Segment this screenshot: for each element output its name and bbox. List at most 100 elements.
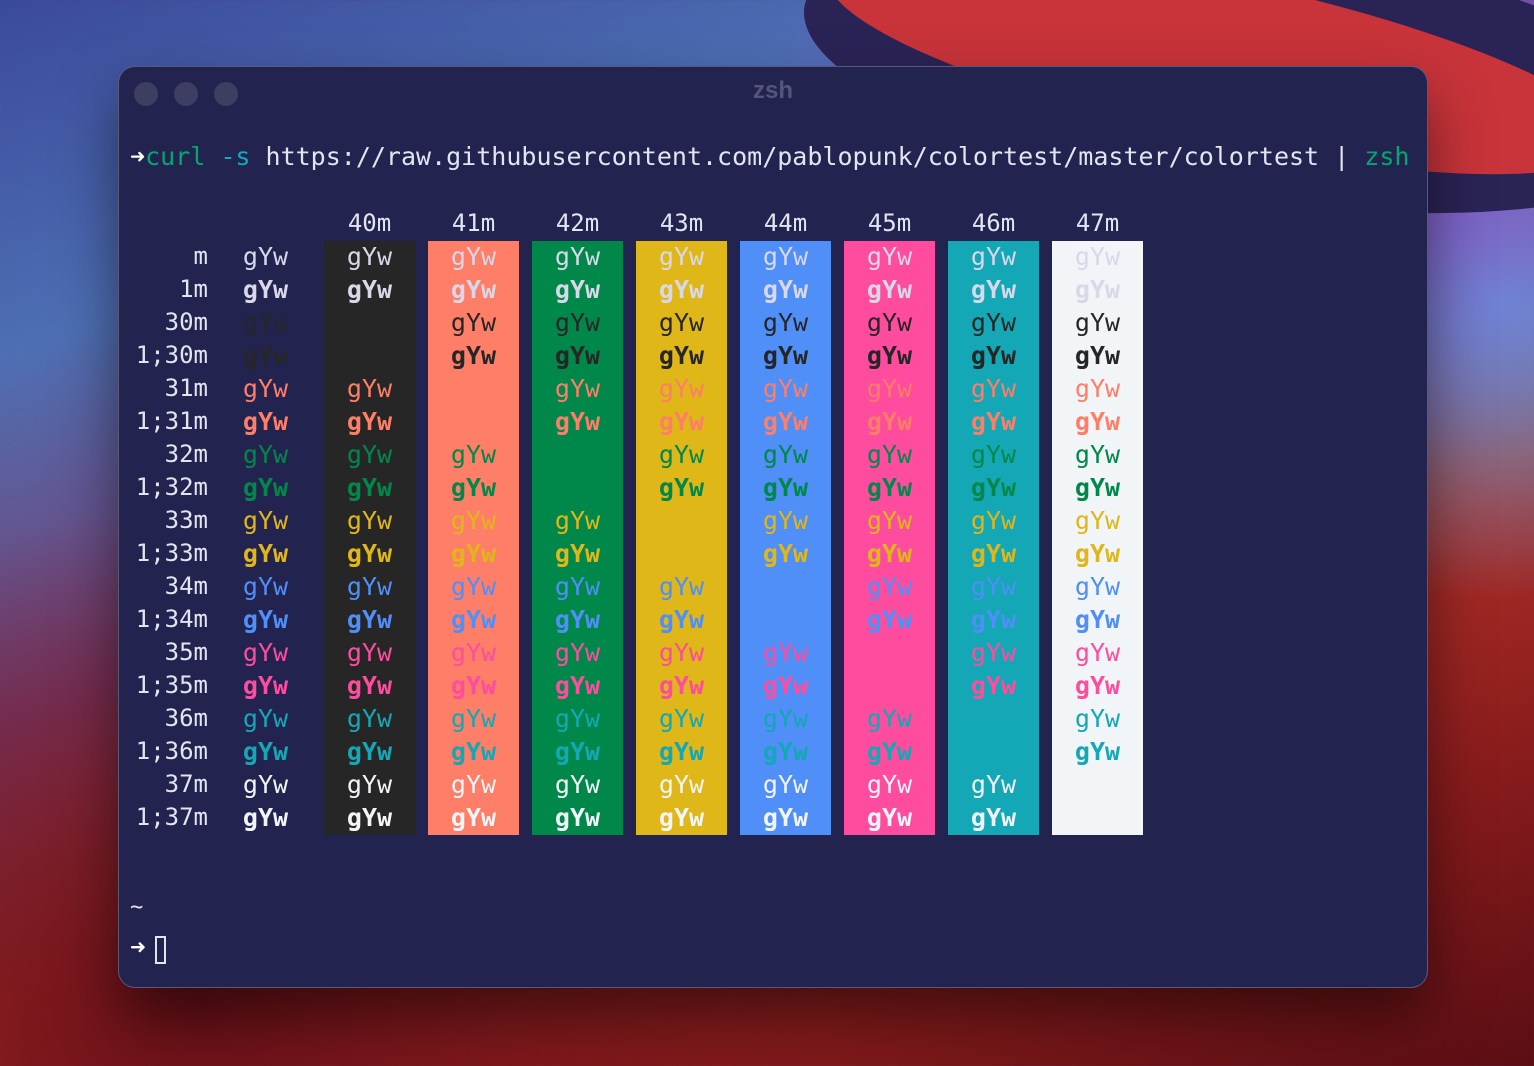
sample-text: gYw (346, 506, 393, 535)
sample-text: gYw (970, 572, 1017, 601)
sample-text: gYw (762, 308, 809, 337)
sample-text: gYw (346, 374, 393, 403)
sample-text: gYw (450, 374, 497, 403)
sample-text: gYw (762, 440, 809, 469)
sample-text: gYw (970, 275, 1017, 304)
sample-text: gYw (762, 275, 809, 304)
sample-text: gYw (450, 770, 497, 799)
sample-text: gYw (866, 473, 913, 502)
sample-text: gYw (970, 308, 1017, 337)
sample-text: gYw (1074, 440, 1121, 469)
sample-text: gYw (970, 605, 1017, 634)
terminal-window[interactable]: zsh ➜curl -s https://raw.githubuserconte… (119, 67, 1427, 987)
sample-text: gYw (1074, 539, 1121, 568)
sample-text: gYw (970, 242, 1017, 271)
bg-color-column (636, 241, 727, 835)
sample-text: gYw (866, 737, 913, 766)
sample-text: gYw (554, 638, 601, 667)
sample-text: gYw (866, 803, 913, 832)
pipe-target: zsh (1364, 142, 1410, 171)
sample-text: gYw (866, 407, 913, 436)
sample-text: gYw (450, 803, 497, 832)
sample-text: gYw (242, 572, 289, 601)
zoom-button[interactable] (214, 82, 238, 106)
sample-text: gYw (346, 704, 393, 733)
bg-code-header: 45m (867, 209, 912, 237)
bg-code-header: 41m (451, 209, 496, 237)
sample-text: gYw (1074, 473, 1121, 502)
sample-text: gYw (970, 770, 1017, 799)
sample-text: gYw (866, 605, 913, 634)
sample-text: gYw (346, 803, 393, 832)
sample-text: gYw (658, 341, 705, 370)
sample-text: gYw (866, 440, 913, 469)
sample-text: gYw (1074, 803, 1121, 832)
sample-text: gYw (554, 242, 601, 271)
sample-text: gYw (970, 539, 1017, 568)
title-bar[interactable]: zsh (119, 67, 1427, 121)
sample-text: gYw (450, 407, 497, 436)
fg-code-label: 1;34m (135, 605, 208, 633)
terminal-content[interactable]: ➜curl -s https://raw.githubusercontent.c… (119, 67, 1427, 987)
bg-color-column (1052, 241, 1143, 835)
text-cursor (155, 936, 166, 964)
minimize-button[interactable] (174, 82, 198, 106)
sample-text: gYw (866, 572, 913, 601)
sample-text: gYw (346, 407, 393, 436)
sample-text: gYw (866, 671, 913, 700)
sample-text: gYw (450, 473, 497, 502)
window-title: zsh (752, 77, 793, 104)
sample-text: gYw (970, 704, 1017, 733)
sample-text: gYw (970, 506, 1017, 535)
sample-text: gYw (346, 308, 393, 337)
bg-code-header: 46m (971, 209, 1016, 237)
sample-text: gYw (242, 275, 289, 304)
sample-text: gYw (658, 737, 705, 766)
sample-text: gYw (554, 605, 601, 634)
sample-text: gYw (866, 341, 913, 370)
sample-text: gYw (242, 638, 289, 667)
sample-text: gYw (658, 803, 705, 832)
sample-text: gYw (242, 539, 289, 568)
sample-text: gYw (450, 242, 497, 271)
close-button[interactable] (134, 82, 158, 106)
sample-text: gYw (554, 572, 601, 601)
sample-text: gYw (346, 605, 393, 634)
sample-text: gYw (242, 770, 289, 799)
sample-text: gYw (762, 407, 809, 436)
sample-text: gYw (242, 737, 289, 766)
bg-color-column (948, 241, 1039, 835)
sample-text: gYw (1074, 341, 1121, 370)
sample-text: gYw (658, 308, 705, 337)
sample-text: gYw (762, 770, 809, 799)
sample-text: gYw (450, 440, 497, 469)
bg-color-column (740, 241, 831, 835)
sample-text: gYw (658, 572, 705, 601)
sample-text: gYw (866, 275, 913, 304)
sample-text: gYw (346, 770, 393, 799)
sample-text: gYw (762, 539, 809, 568)
fg-code-label: 37m (164, 770, 208, 798)
sample-text: gYw (346, 638, 393, 667)
sample-text: gYw (346, 440, 393, 469)
sample-text: gYw (970, 803, 1017, 832)
sample-text: gYw (866, 374, 913, 403)
sample-text: gYw (242, 440, 289, 469)
prompt-arrow-icon: ➜ (130, 933, 146, 963)
sample-text: gYw (450, 638, 497, 667)
sample-text: gYw (762, 572, 809, 601)
sample-text: gYw (1074, 506, 1121, 535)
sample-text: gYw (658, 473, 705, 502)
sample-text: gYw (658, 506, 705, 535)
fg-code-label: 30m (164, 308, 208, 336)
sample-text: gYw (762, 473, 809, 502)
sample-text: gYw (554, 473, 601, 502)
prompt-arrow-icon: ➜ (130, 142, 146, 171)
sample-text: gYw (866, 638, 913, 667)
sample-text: gYw (450, 341, 497, 370)
sample-text: gYw (762, 605, 809, 634)
sample-text: gYw (866, 308, 913, 337)
pipe-symbol: | (1334, 142, 1350, 171)
sample-text: gYw (762, 506, 809, 535)
bg-color-column (844, 241, 935, 835)
